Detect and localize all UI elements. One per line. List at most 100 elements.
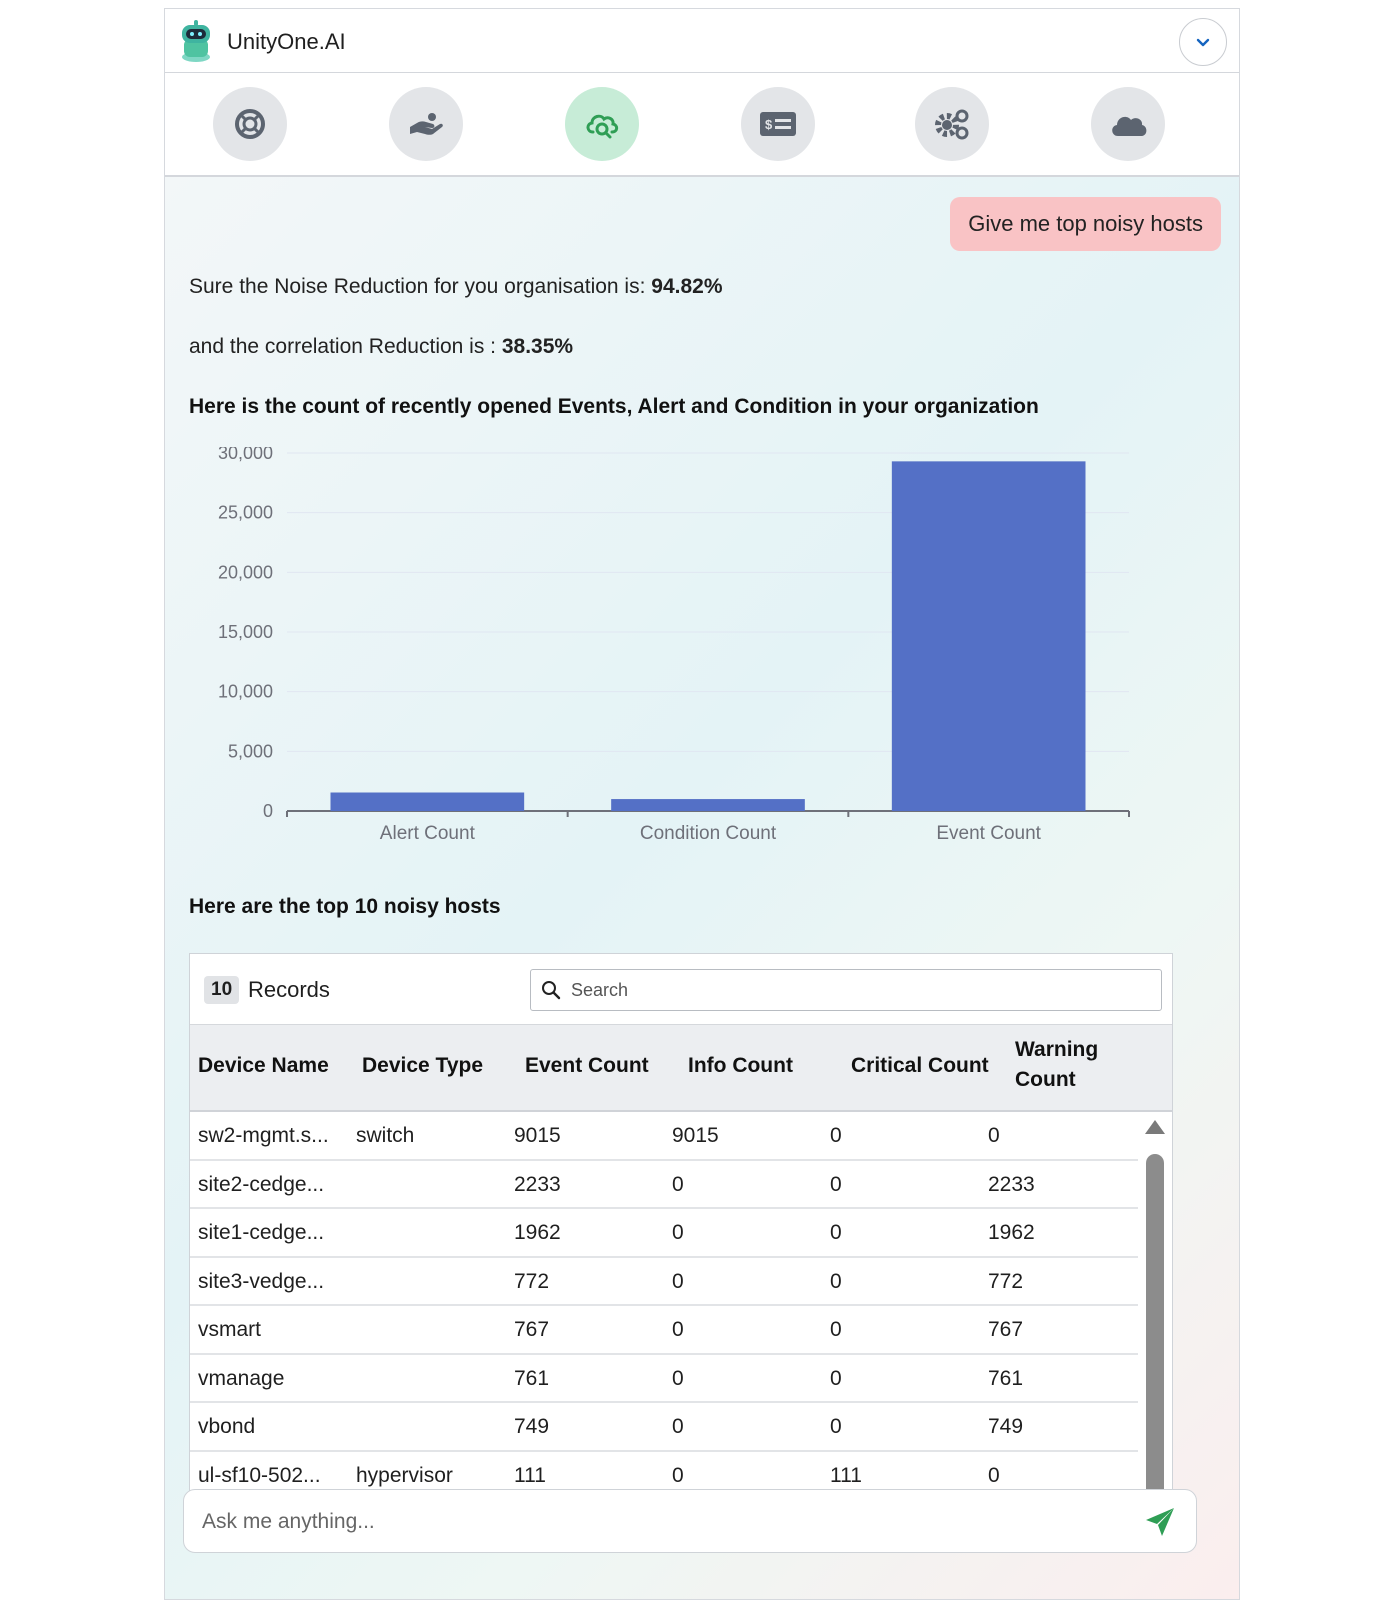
scroll-up-arrow-icon[interactable] — [1144, 1118, 1166, 1136]
cell-warning-count: 761 — [988, 1366, 1024, 1390]
table-row[interactable]: site3-vedge... 772 0 0 772 — [190, 1258, 1138, 1306]
cell-device-name: site2-cedge... — [198, 1172, 325, 1196]
hand-button[interactable] — [389, 87, 463, 161]
cell-info-count: 0 — [672, 1415, 684, 1438]
cell-device-name: vmanage — [198, 1366, 285, 1390]
chevron-down-icon — [1196, 38, 1210, 47]
cell-device-type: hypervisor — [356, 1463, 453, 1487]
x-tick-label: Event Count — [936, 823, 1041, 844]
y-tick-label: 30,000 — [218, 447, 273, 463]
records-label: Records — [248, 977, 330, 1002]
header-critical-count[interactable]: Critical Count — [851, 1054, 989, 1077]
table-row[interactable]: site1-cedge... 1962 0 0 1962 — [190, 1209, 1138, 1258]
cell-critical-count: 0 — [830, 1172, 842, 1196]
table-row[interactable]: vbond 749 0 0 749 — [190, 1403, 1138, 1452]
y-tick-label: 25,000 — [218, 503, 273, 523]
cell-warning-count: 0 — [988, 1124, 1000, 1147]
table-row[interactable]: vmanage 761 0 0 761 — [190, 1355, 1138, 1403]
noise-reduction-value: 94.82% — [651, 275, 723, 298]
table-row[interactable]: vsmart 767 0 0 767 — [190, 1306, 1138, 1355]
robot-logo-icon — [182, 20, 210, 62]
cell-info-count: 9015 — [672, 1124, 719, 1147]
cell-warning-count: 0 — [988, 1463, 1000, 1487]
cell-critical-count: 0 — [830, 1124, 842, 1147]
cell-event-count: 1962 — [514, 1221, 561, 1244]
cell-device-name: sw2-mgmt.s... — [198, 1124, 329, 1147]
cell-critical-count: 0 — [830, 1221, 842, 1244]
table-toolbar: 10 Records — [190, 954, 1172, 1024]
cell-device-name: site3-vedge... — [198, 1269, 325, 1293]
table-scrollbar[interactable] — [1138, 1114, 1172, 1492]
support-button[interactable] — [213, 87, 287, 161]
y-tick-label: 15,000 — [218, 622, 273, 642]
cell-event-count: 2233 — [514, 1172, 561, 1196]
billing-button[interactable]: $ — [741, 87, 815, 161]
send-icon[interactable] — [1144, 1506, 1176, 1538]
cloud-icon — [1112, 116, 1147, 136]
y-tick-label: 10,000 — [218, 682, 273, 702]
cell-critical-count: 0 — [830, 1366, 842, 1390]
table-row[interactable]: ul-sf10-502... hypervisor 111 0 111 0 — [190, 1452, 1138, 1493]
table-row[interactable]: site2-cedge... 2233 0 0 2233 — [190, 1161, 1138, 1209]
header-warning-count[interactable]: Warning Count — [1015, 1038, 1099, 1091]
conversation-area: Give me top noisy hosts Sure the Noise R… — [165, 177, 1239, 1599]
cell-event-count: 111 — [514, 1463, 546, 1487]
x-tick-label: Condition Count — [640, 823, 777, 844]
message-input[interactable] — [202, 1504, 1102, 1540]
header-device-name[interactable]: Device Name — [198, 1054, 329, 1077]
bar-condition-count — [611, 799, 805, 811]
cell-critical-count: 111 — [830, 1463, 862, 1487]
app-title: UnityOne.AI — [227, 29, 346, 54]
settings-gears-icon — [935, 109, 969, 140]
y-tick-label: 20,000 — [218, 562, 273, 582]
header-event-count[interactable]: Event Count — [525, 1054, 649, 1077]
x-tick-label: Alert Count — [380, 823, 476, 844]
table-header: Device Name Device Type Event Count Info… — [190, 1024, 1172, 1112]
settings-button[interactable] — [915, 87, 989, 161]
chart-heading: Here is the count of recently opened Eve… — [189, 395, 1039, 418]
search-icon — [542, 981, 561, 1000]
scroll-thumb[interactable] — [1146, 1154, 1164, 1492]
svg-text:$: $ — [765, 117, 773, 132]
events-bar-chart: 0 5,000 10,000 15,000 20,000 25,000 30,000 Aler… — [218, 447, 1130, 844]
cell-info-count: 0 — [672, 1221, 684, 1244]
cell-warning-count: 772 — [988, 1269, 1024, 1293]
noisy-hosts-table: 10 Records Device Name Device Type Event… — [189, 953, 1173, 1493]
cell-info-count: 0 — [672, 1366, 684, 1390]
cell-event-count: 772 — [514, 1269, 550, 1293]
cell-warning-count: 2233 — [988, 1172, 1035, 1196]
header-device-type[interactable]: Device Type — [362, 1054, 484, 1077]
collapse-button[interactable] — [1179, 18, 1227, 66]
chat-panel: UnityOne.AI — [164, 8, 1240, 1600]
search-box — [530, 969, 1162, 1011]
table-row[interactable]: sw2-mgmt.s... switch 9015 9015 0 0 — [190, 1112, 1138, 1161]
billing-icon: $ — [760, 112, 796, 136]
cell-info-count: 0 — [672, 1318, 684, 1341]
cell-device-name: site1-cedge... — [198, 1221, 325, 1244]
record-count-badge: 10 — [204, 976, 240, 1004]
correlation-reduction-value: 38.35% — [501, 335, 574, 358]
search-input[interactable] — [571, 976, 1141, 1004]
header-info-count[interactable]: Info Count — [688, 1054, 793, 1077]
cell-info-count: 0 — [672, 1269, 684, 1293]
cell-warning-count: 1962 — [988, 1221, 1035, 1244]
cell-warning-count: 749 — [988, 1415, 1024, 1438]
cell-event-count: 767 — [514, 1318, 550, 1341]
bar-alert-count — [330, 792, 525, 811]
cell-device-name: vbond — [198, 1415, 256, 1438]
support-icon — [235, 109, 265, 139]
y-tick-label: 0 — [263, 801, 273, 821]
cloud-button[interactable] — [1091, 87, 1165, 161]
cell-critical-count: 0 — [830, 1415, 842, 1438]
table-body: sw2-mgmt.s... switch 9015 9015 0 0 site2-cedge… — [190, 1112, 1138, 1493]
cell-info-count: 0 — [672, 1172, 684, 1196]
cell-critical-count: 0 — [830, 1318, 842, 1341]
cloud-search-button[interactable] — [565, 87, 639, 161]
cell-event-count: 9015 — [514, 1124, 561, 1147]
message-composer — [183, 1489, 1197, 1553]
cell-event-count: 749 — [514, 1415, 550, 1438]
table-heading: Here are the top 10 noisy hosts — [189, 895, 501, 918]
header: UnityOne.AI — [165, 9, 1239, 73]
toolbar: $ — [165, 73, 1239, 177]
hand-icon — [410, 113, 443, 135]
